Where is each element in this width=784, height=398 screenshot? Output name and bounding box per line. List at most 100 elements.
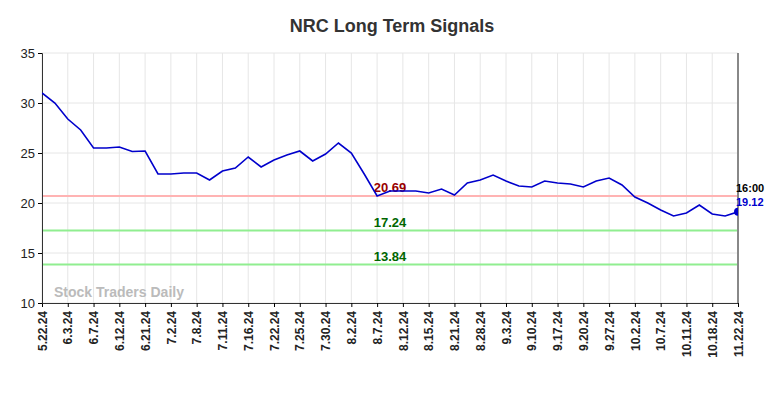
x-tick-mark [532, 303, 533, 307]
x-tick: 7.11.24 [216, 303, 230, 350]
y-tick-mark [38, 153, 42, 154]
x-tick-label: 11.22.24 [732, 311, 746, 357]
x-tick-mark [119, 303, 120, 307]
x-tick: 9.20.24 [577, 303, 591, 351]
x-tick-mark [609, 303, 610, 307]
x-tick: 9.10.24 [525, 303, 539, 351]
x-tick-mark [429, 303, 430, 307]
y-tick-mark [38, 303, 42, 304]
x-tick: 10.18.24 [706, 303, 720, 358]
y-tick: 10 [21, 296, 42, 311]
reference-label: 13.84 [374, 249, 407, 264]
x-tick-label: 7.25.24 [293, 311, 307, 351]
y-axis: 101520253035 [21, 46, 43, 311]
x-tick-label: 5.22.24 [36, 311, 50, 351]
x-tick-label: 9.20.24 [577, 311, 591, 351]
y-tick-label: 10 [21, 296, 35, 311]
x-tick-mark [454, 303, 455, 307]
watermark: Stock Traders Daily [54, 284, 184, 300]
x-tick-label: 8.15.24 [422, 311, 436, 351]
x-tick: 10.11.24 [680, 303, 694, 357]
y-tick: 35 [21, 46, 42, 61]
x-tick: 7.22.24 [268, 303, 282, 351]
reference-line [42, 230, 738, 232]
x-tick-label: 6.3.24 [61, 311, 75, 345]
x-tick: 7.30.24 [319, 303, 333, 351]
x-tick: 7.16.24 [242, 303, 256, 351]
y-axis-line [38, 54, 43, 304]
x-tick: 9.27.24 [603, 303, 617, 351]
x-tick-label: 8.7.24 [371, 311, 385, 345]
y-tick-label: 25 [21, 146, 35, 161]
x-tick-mark [145, 303, 146, 307]
x-tick: 8.15.24 [422, 303, 436, 351]
x-tick: 6.3.24 [61, 303, 75, 344]
x-tick: 9.3.24 [500, 303, 514, 344]
x-tick-mark [197, 303, 198, 307]
x-tick: 8.2.24 [345, 303, 359, 344]
x-tick-mark [68, 303, 69, 307]
x-axis-line [43, 304, 739, 308]
x-tick-label: 8.12.24 [397, 311, 411, 351]
x-tick-label: 7.11.24 [216, 311, 230, 351]
x-tick: 10.2.24 [629, 303, 643, 351]
last-point [734, 208, 738, 216]
title: NRC Long Term Signals [290, 16, 495, 36]
x-tick-mark [274, 303, 275, 307]
x-tick-mark [583, 303, 584, 307]
x-tick: 8.12.24 [397, 303, 411, 351]
grid [42, 53, 738, 303]
y-tick: 30 [21, 96, 42, 111]
x-tick: 8.7.24 [371, 303, 385, 344]
x-tick-mark [480, 303, 481, 307]
x-tick: 8.28.24 [474, 303, 488, 351]
x-tick-label: 7.30.24 [319, 311, 333, 351]
x-tick-label: 9.10.24 [525, 311, 539, 351]
y-tick-mark [38, 103, 42, 104]
reference-line [42, 264, 738, 266]
y-tick-mark [38, 203, 42, 204]
x-tick: 9.17.24 [551, 303, 565, 351]
x-tick-label: 6.21.24 [139, 311, 153, 351]
x-tick-label: 8.21.24 [448, 311, 462, 351]
y-tick: 25 [21, 146, 42, 161]
x-tick: 7.2.24 [165, 303, 179, 344]
x-tick-label: 7.22.24 [268, 311, 282, 351]
x-tick-label: 6.7.24 [87, 311, 101, 345]
price-line [42, 93, 738, 216]
x-tick-mark [686, 303, 687, 307]
x-tick-mark [248, 303, 249, 307]
end-line [737, 53, 739, 303]
x-tick: 6.12.24 [113, 303, 127, 351]
x-axis: 5.22.24 6.3.24 6.7.24 6.12.24 6.21.24 7.2.24 7… [36, 303, 746, 358]
x-tick-label: 9.27.24 [603, 311, 617, 351]
x-tick-label: 9.3.24 [500, 311, 514, 345]
x-tick-label: 9.17.24 [551, 311, 565, 351]
grid-line-x [738, 53, 739, 303]
x-tick-label: 10.2.24 [629, 311, 643, 351]
x-tick-mark [351, 303, 352, 307]
plot-area [42, 93, 738, 216]
x-tick-mark [222, 303, 223, 307]
reference-label: 20.69 [374, 180, 407, 195]
y-tick-label: 15 [21, 246, 35, 261]
y-tick-mark [38, 253, 42, 254]
x-tick: 11.22.24 [732, 303, 746, 357]
x-tick-mark [403, 303, 404, 307]
x-tick: 6.7.24 [87, 303, 101, 344]
y-tick-label: 30 [21, 96, 35, 111]
x-tick: 7.25.24 [293, 303, 307, 351]
x-tick-label: 6.12.24 [113, 311, 127, 351]
x-tick-mark [94, 303, 95, 307]
end-value-label: 19.12 [736, 196, 764, 208]
x-tick-mark [635, 303, 636, 307]
chart: NRC Long Term Signals 20.6917.2413.84 Stoc… [0, 0, 784, 398]
x-tick-mark [738, 303, 739, 307]
x-tick-mark [558, 303, 559, 307]
x-tick-mark [506, 303, 507, 307]
x-tick-label: 8.2.24 [345, 311, 359, 345]
x-tick: 7.8.24 [190, 303, 204, 344]
x-tick-label: 7.2.24 [165, 311, 179, 345]
grid-line-y [42, 103, 738, 104]
reference-lines: 20.6917.2413.84 [42, 180, 738, 265]
